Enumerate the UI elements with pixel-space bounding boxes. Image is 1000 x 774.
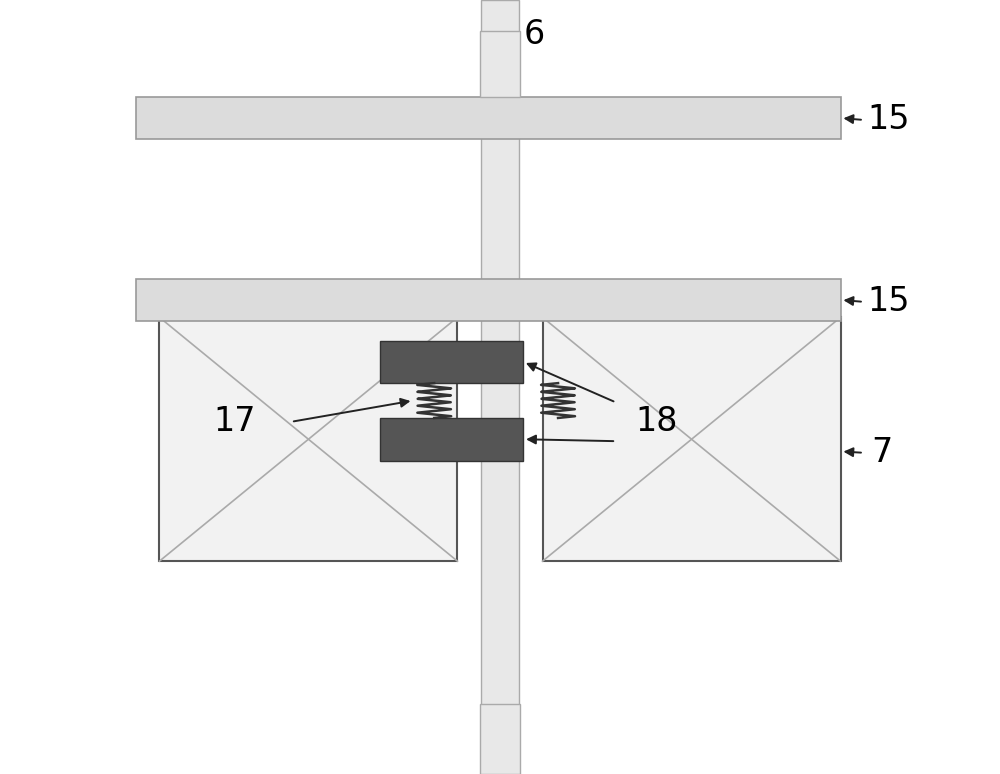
Text: 15: 15 <box>868 286 910 318</box>
Text: 18: 18 <box>635 406 678 438</box>
Bar <box>543 317 841 561</box>
Bar <box>380 341 523 383</box>
Bar <box>480 704 520 774</box>
Text: 7: 7 <box>872 437 893 469</box>
Bar <box>380 418 523 461</box>
Bar <box>159 317 457 561</box>
Text: 15: 15 <box>868 104 910 136</box>
Bar <box>481 0 519 774</box>
Text: 17: 17 <box>214 406 256 438</box>
Bar <box>136 97 841 139</box>
Bar <box>480 31 520 97</box>
Bar <box>136 279 841 321</box>
Text: 6: 6 <box>523 19 544 51</box>
